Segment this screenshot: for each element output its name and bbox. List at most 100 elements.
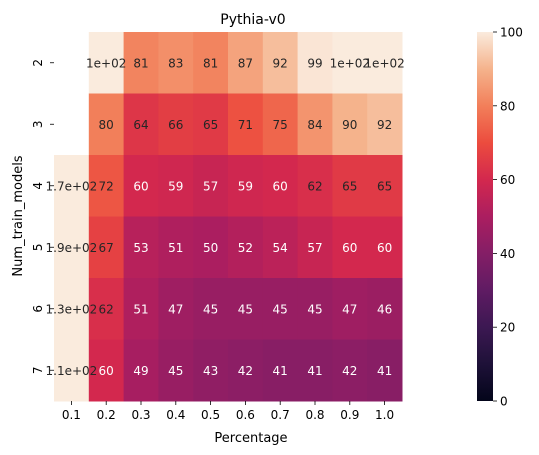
- y-tick-label: 3: [31, 120, 45, 128]
- heatmap-cell: [158, 216, 194, 279]
- colorbar-tick-label: 40: [500, 247, 515, 261]
- cell-annotation: 65: [342, 179, 357, 193]
- y-tick-label: 2: [31, 59, 45, 67]
- cell-annotation: 45: [203, 302, 218, 316]
- cell-annotation: 1.1e+02: [46, 364, 98, 378]
- cell-annotation: 60: [342, 241, 357, 255]
- cell-annotation: 41: [273, 364, 288, 378]
- cell-annotation: 45: [273, 302, 288, 316]
- x-tick-label: 0.1: [62, 408, 81, 422]
- cell-annotation: 60: [99, 364, 114, 378]
- cell-annotation: 54: [273, 241, 288, 255]
- heatmap-cell: [123, 32, 159, 94]
- chart-title: Pythia-v0: [220, 12, 285, 28]
- heatmap-cell: [158, 339, 194, 402]
- cell-annotation: 1e+02: [86, 56, 126, 70]
- cell-annotation: 64: [133, 118, 148, 132]
- heatmap-cell: [193, 339, 229, 402]
- cell-annotation: 45: [168, 364, 183, 378]
- cell-annotation: 1.9e+02: [46, 241, 98, 255]
- heatmap-cell: [297, 32, 333, 94]
- colorbar: [477, 32, 493, 401]
- cell-annotation: 80: [99, 118, 114, 132]
- cell-annotation: 47: [168, 302, 183, 316]
- heatmap-cell: [297, 216, 333, 279]
- cell-annotation: 43: [203, 364, 218, 378]
- y-tick-label: 7: [31, 366, 45, 374]
- cell-annotation: 81: [203, 56, 218, 70]
- cell-annotation: 1.7e+02: [46, 179, 98, 193]
- heatmap-cell: [158, 32, 194, 94]
- cell-annotation: 65: [377, 179, 392, 193]
- cell-annotation: 46: [377, 302, 392, 316]
- heatmap-cell: [297, 155, 333, 217]
- cell-annotation: 66: [168, 118, 183, 132]
- cell-annotation: 60: [377, 241, 392, 255]
- x-tick-label: 0.6: [236, 408, 255, 422]
- heatmap-cell: [262, 278, 299, 340]
- cell-annotation: 53: [133, 241, 148, 255]
- heatmap-cell: [158, 93, 194, 156]
- heatmap-cell: [262, 32, 299, 94]
- cell-annotation: 57: [203, 179, 218, 193]
- heatmap-cell: [88, 278, 125, 340]
- heatmap-cell: [262, 93, 299, 156]
- x-tick-label: 0.7: [271, 408, 290, 422]
- cell-annotation: 84: [307, 118, 322, 132]
- heatmap-cell: [88, 155, 125, 217]
- cell-annotation: 81: [133, 56, 148, 70]
- heatmap-cell: [123, 93, 159, 156]
- y-axis-label: Num_train_models: [11, 155, 26, 276]
- cell-annotation: 62: [99, 302, 114, 316]
- cell-annotation: 99: [307, 56, 322, 70]
- x-tick-label: 1.0: [375, 408, 394, 422]
- heatmap-cell: [123, 339, 159, 402]
- heatmap-cell: [332, 216, 368, 279]
- heatmap-cell: [193, 216, 229, 279]
- heatmap-cell: [54, 278, 90, 340]
- heatmap-cell: [88, 32, 125, 94]
- cell-annotation: 60: [133, 179, 148, 193]
- cell-annotation: 75: [273, 118, 288, 132]
- heatmap-cell: [123, 278, 159, 340]
- heatmap-cell: [367, 278, 403, 340]
- y-tick-label: 4: [31, 182, 45, 190]
- cell-annotation: 72: [99, 179, 114, 193]
- heatmap-cell: [193, 155, 229, 217]
- heatmap-cell: [297, 339, 333, 402]
- y-tick-label: 5: [31, 243, 45, 251]
- heatmap-cell: [88, 93, 125, 156]
- cell-annotation: 65: [203, 118, 218, 132]
- heatmap-cell: [228, 32, 264, 94]
- heatmap-cell: [297, 278, 333, 340]
- colorbar-tick-label: 100: [500, 26, 523, 40]
- cell-annotation: 59: [168, 179, 183, 193]
- heatmap-cell: [88, 339, 125, 402]
- heatmap-cell: [123, 155, 159, 217]
- heatmap-cell: [228, 339, 264, 402]
- cell-annotation: 60: [273, 179, 288, 193]
- cell-annotation: 92: [377, 118, 392, 132]
- x-tick-label: 0.8: [305, 408, 324, 422]
- cell-annotation: 92: [273, 56, 288, 70]
- cell-annotation: 45: [307, 302, 322, 316]
- heatmap-cell: [367, 339, 403, 402]
- cell-annotation: 83: [168, 56, 183, 70]
- heatmap-cell: [54, 339, 90, 402]
- colorbar-tick-label: 80: [500, 99, 515, 113]
- cell-annotation: 62: [307, 179, 322, 193]
- heatmap-cell: [367, 93, 403, 156]
- heatmap-cell: [158, 155, 194, 217]
- cell-annotation: 59: [238, 179, 253, 193]
- x-tick-label: 0.5: [201, 408, 220, 422]
- cell-annotation: 49: [133, 364, 148, 378]
- cell-annotation: 51: [168, 241, 183, 255]
- cell-annotation: 52: [238, 241, 253, 255]
- heatmap-cell: [228, 278, 264, 340]
- colorbar-ticks: 0 20 40 60 80 100: [493, 26, 523, 409]
- cell-annotation: 45: [238, 302, 253, 316]
- heatmap-cell: [54, 216, 90, 279]
- cell-annotation: 47: [342, 302, 357, 316]
